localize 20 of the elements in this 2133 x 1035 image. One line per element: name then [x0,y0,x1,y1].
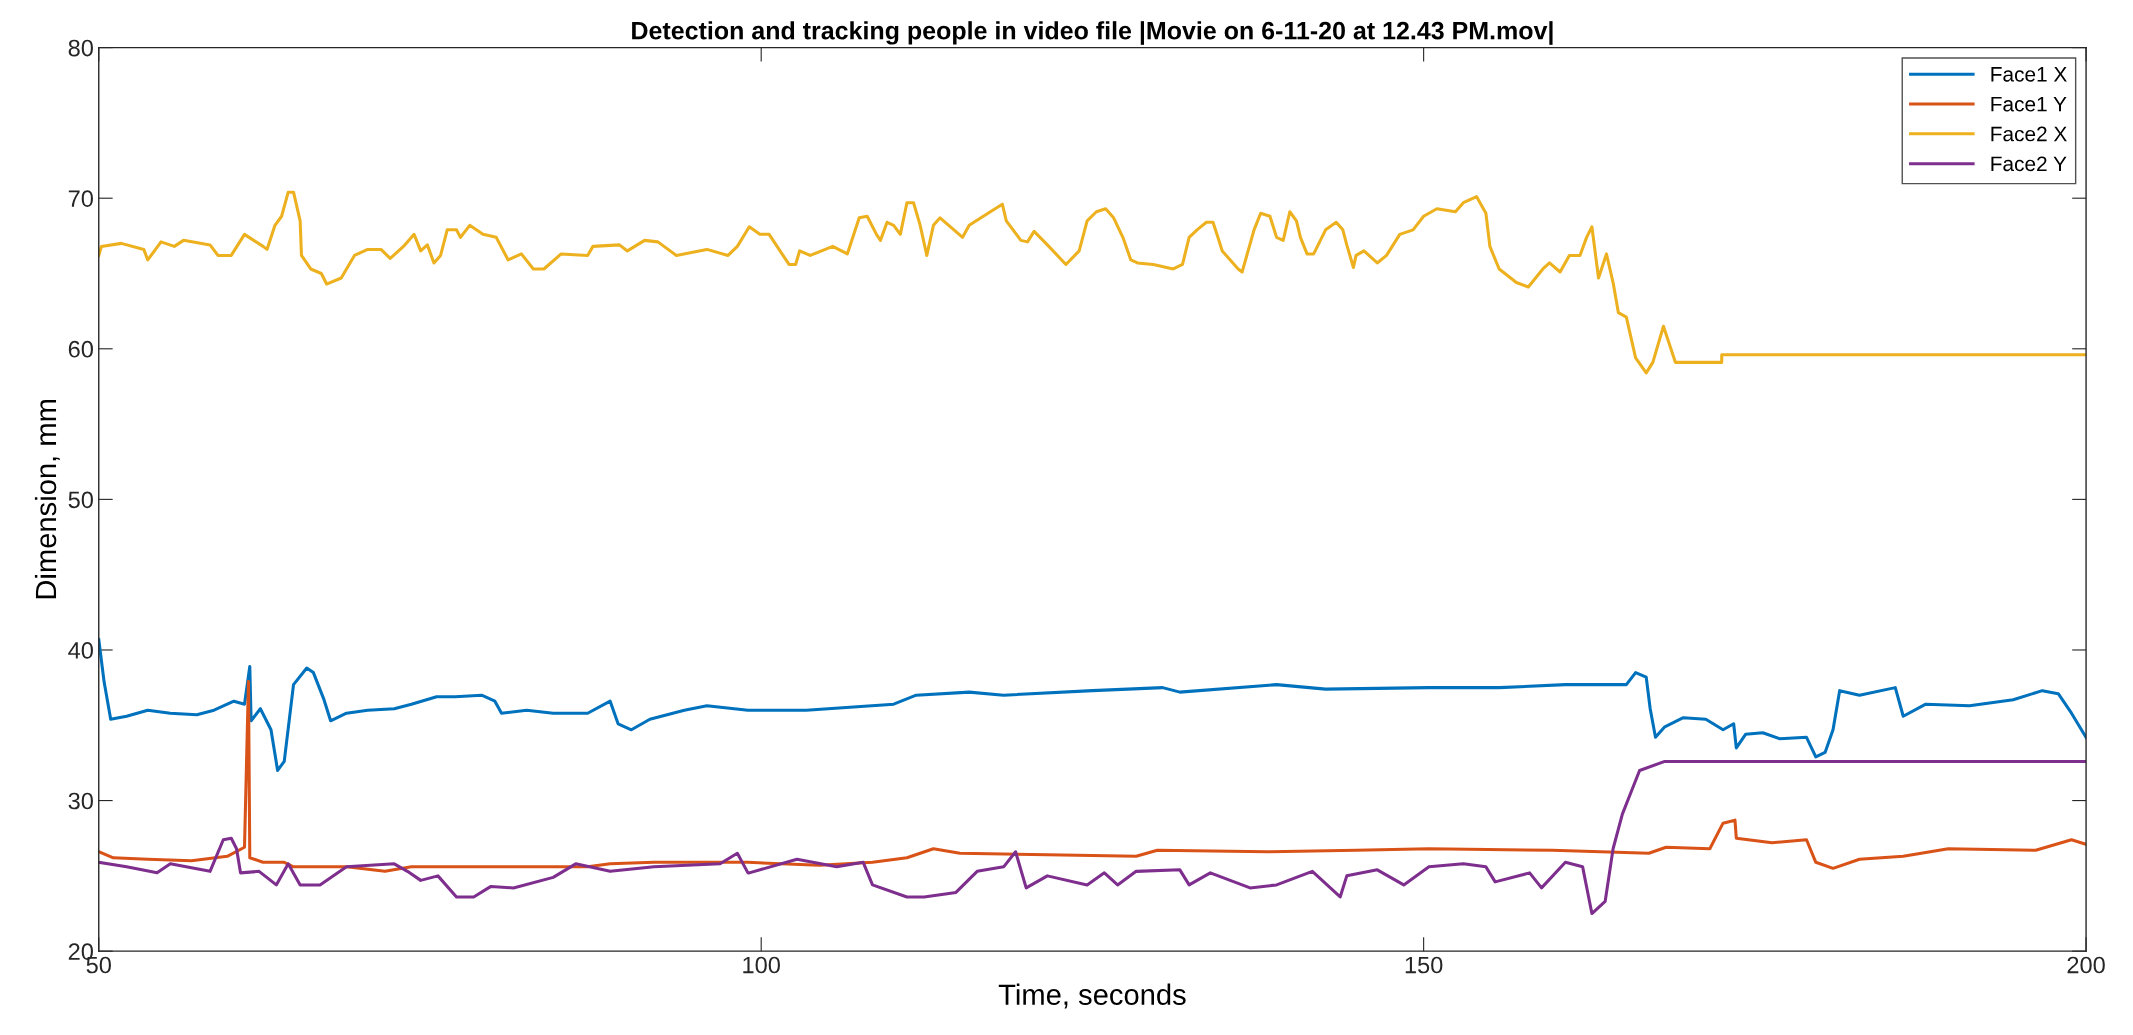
chart-title: Detection and tracking people in video file |Movie on 6-11-20 at 12.43 PM.mov| [632,21,1553,45]
y-axis-title: Dimension, mm [34,400,60,599]
legend-label: Face1 Y [1991,96,2067,112]
y-tick-label: 30 [68,792,93,810]
line-series [98,680,2087,873]
x-tick-label: 100 [743,956,780,974]
legend-label: Face2 Y [1991,156,2067,172]
y-tick-label: 50 [68,491,93,509]
y-tick-label: 60 [68,340,93,358]
y-tick-label: 70 [68,190,93,207]
y-tick-label: 40 [68,642,93,659]
line-series [98,190,2087,375]
x-axis-title: Time, seconds [998,983,1186,1009]
legend-label: Face1 X [1991,67,2067,82]
legend-label: Face2 X [1991,126,2067,142]
x-tick-label: 200 [2067,956,2105,974]
line-series [98,759,2087,916]
x-tick-label: 150 [1405,956,1443,974]
y-tick-label: 80 [68,39,93,57]
line-series [98,637,2087,772]
